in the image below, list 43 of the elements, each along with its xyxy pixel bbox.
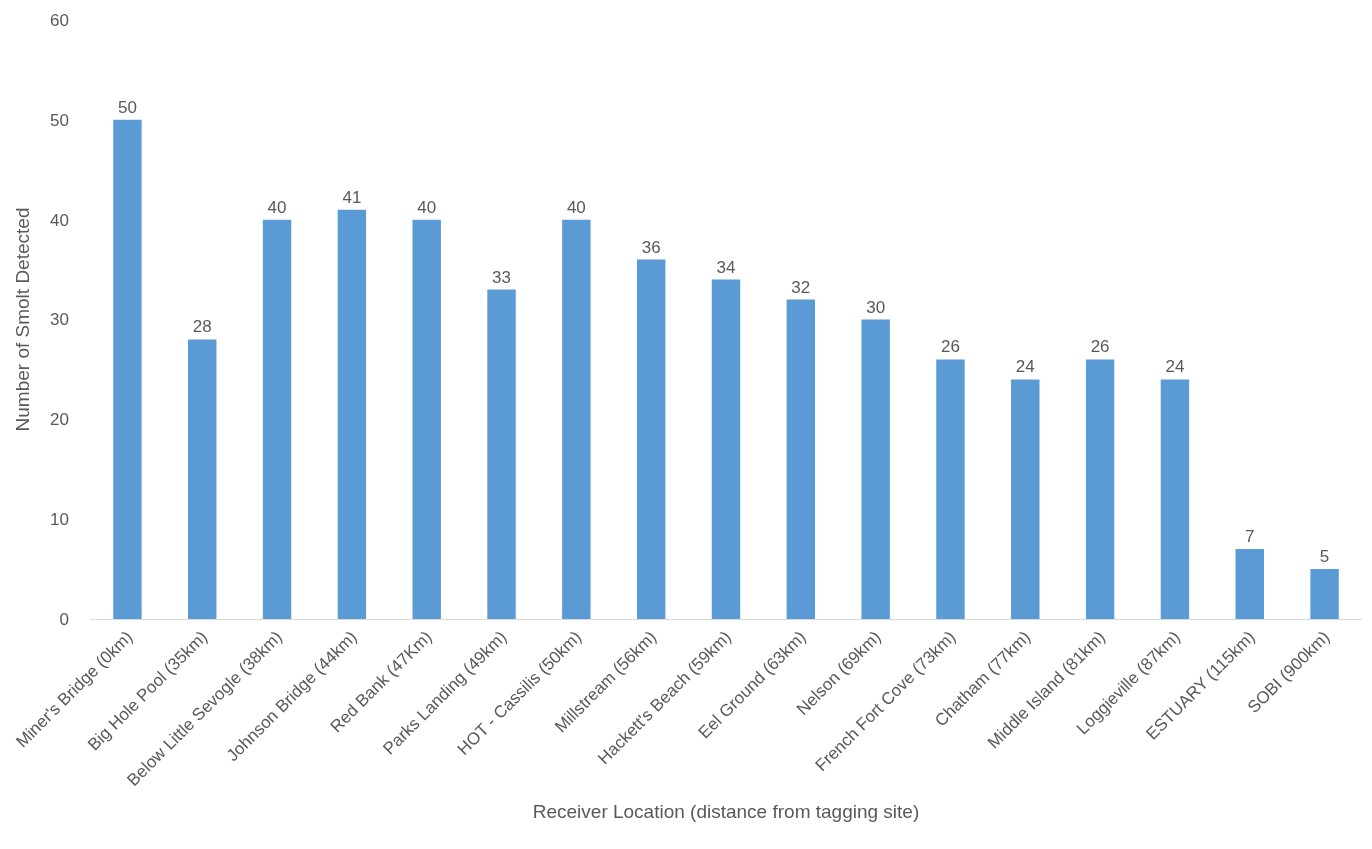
bar	[487, 289, 516, 619]
y-tick-label: 20	[50, 410, 69, 430]
data-label: 40	[417, 197, 437, 217]
bar	[711, 279, 741, 619]
data-label: 40	[267, 197, 287, 217]
data-label: 30	[866, 297, 886, 317]
data-label: 40	[566, 197, 586, 217]
y-tick-label: 50	[50, 110, 69, 130]
bar	[1310, 569, 1339, 619]
y-axis-title: Number of Smolt Detected	[11, 207, 33, 432]
x-axis-title: Receiver Location (distance from tagging site)	[532, 800, 920, 822]
bar	[113, 119, 142, 619]
data-label: 7	[1245, 527, 1255, 547]
data-label: 24	[1015, 357, 1035, 377]
data-label: 26	[941, 337, 960, 357]
data-label: 28	[192, 317, 212, 337]
data-label: 26	[1090, 337, 1110, 357]
data-label: 50	[117, 97, 137, 117]
bar	[188, 339, 217, 619]
data-label: 36	[641, 237, 661, 257]
bar	[936, 359, 965, 619]
bar	[1085, 359, 1115, 619]
bar	[1235, 549, 1264, 619]
data-label: 41	[342, 187, 362, 207]
bar	[562, 219, 591, 619]
bar	[1011, 379, 1040, 619]
data-label: 34	[716, 257, 736, 277]
data-label: 5	[1319, 547, 1330, 567]
data-label: 24	[1165, 357, 1185, 377]
bar	[412, 219, 441, 619]
bar	[1160, 379, 1190, 619]
y-tick-label: 10	[50, 510, 69, 530]
bar	[262, 219, 292, 619]
bar	[337, 209, 367, 619]
data-label: 33	[492, 267, 511, 287]
y-tick-label: 40	[50, 210, 69, 230]
y-tick-label: 0	[59, 609, 69, 629]
data-label: 32	[791, 277, 811, 297]
bar	[636, 259, 666, 619]
y-tick-label: 60	[50, 10, 69, 30]
y-tick-label: 30	[50, 310, 69, 330]
bar	[786, 299, 816, 619]
bar	[861, 319, 890, 619]
